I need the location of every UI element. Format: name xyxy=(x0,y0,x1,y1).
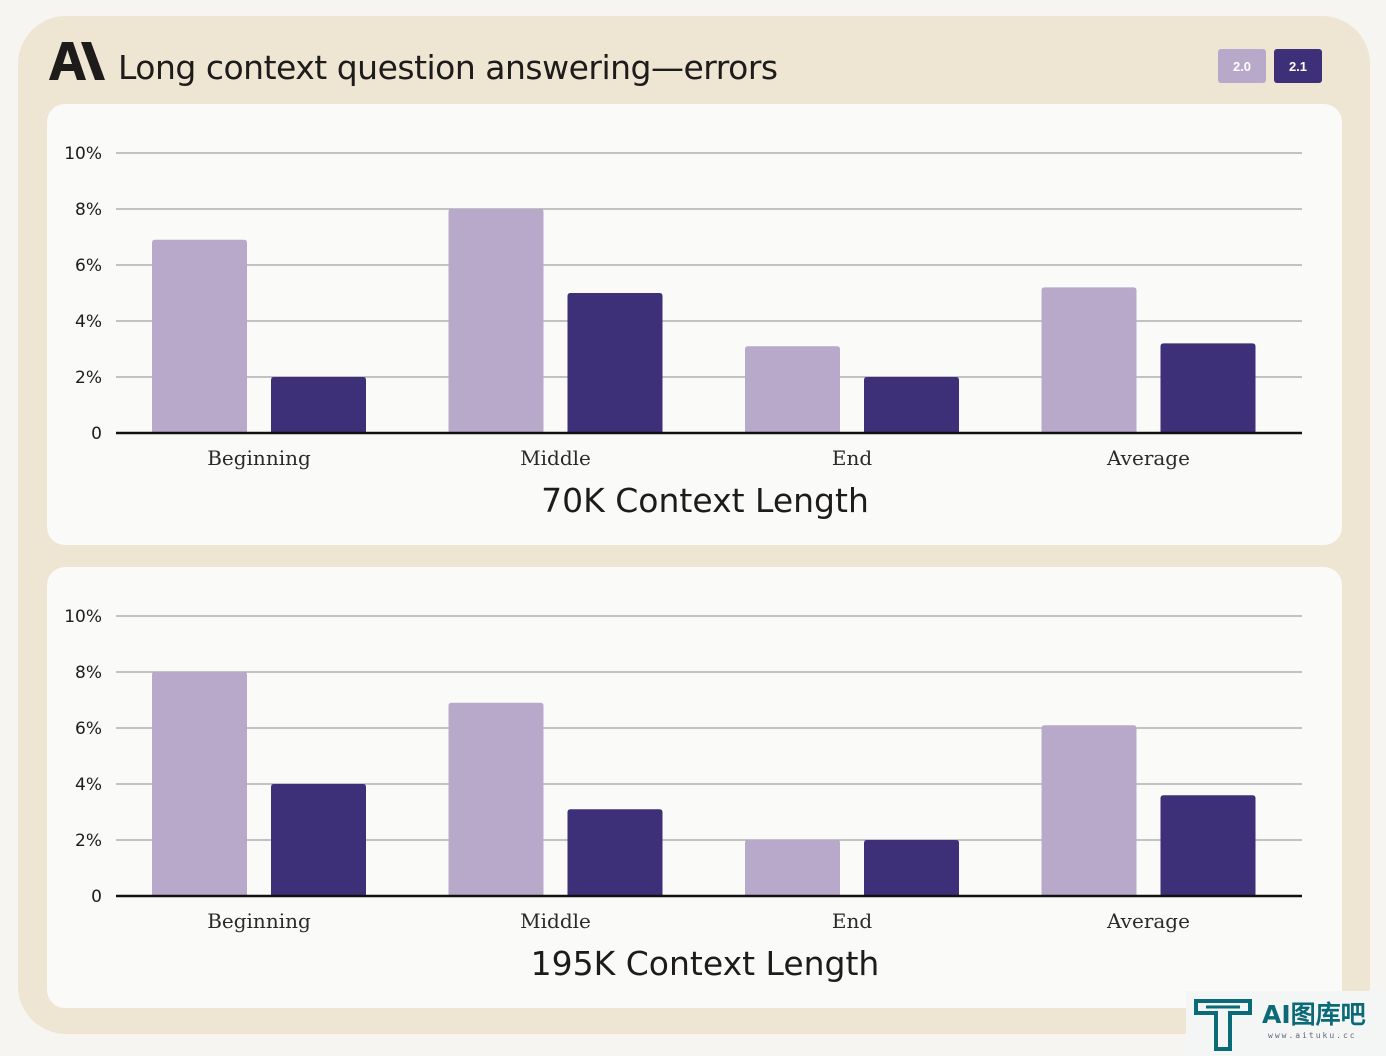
bar-end-2-1[interactable] xyxy=(864,377,959,433)
x-tick-label: Middle xyxy=(520,446,591,470)
aituku-logo-icon xyxy=(1194,999,1252,1051)
bar-beginning-2-1[interactable] xyxy=(271,784,366,896)
anthropic-logo-icon xyxy=(49,42,105,80)
bar-average-2-0[interactable] xyxy=(1041,287,1137,433)
chart-title: 195K Context Length xyxy=(531,944,880,983)
y-tick-label: 8% xyxy=(75,663,102,683)
chart-card-70k: 0 2% 4% 6% 8% 10% Beginning Middle End Average 70K… xyxy=(47,104,1342,545)
watermark: AI图库吧 www.aituku.cc xyxy=(1186,991,1386,1056)
y-tick-label: 2% xyxy=(75,368,102,388)
x-tick-label: Middle xyxy=(520,909,591,933)
x-tick-label: Beginning xyxy=(207,446,311,470)
y-tick-label: 4% xyxy=(75,775,102,795)
legend: 2.0 2.1 xyxy=(1218,49,1322,83)
y-tick-label: 0 xyxy=(91,887,102,907)
bar-average-2-1[interactable] xyxy=(1160,343,1256,433)
bar-end-2-0[interactable] xyxy=(745,840,840,896)
bar-middle-2-1[interactable] xyxy=(567,293,663,433)
bar-beginning-2-0[interactable] xyxy=(152,239,247,433)
legend-chip-2-1[interactable]: 2.1 xyxy=(1274,49,1322,83)
bar-end-2-0[interactable] xyxy=(745,346,840,433)
bar-average-2-0[interactable] xyxy=(1041,725,1137,896)
bar-average-2-1[interactable] xyxy=(1160,795,1256,896)
x-tick-label: Beginning xyxy=(207,909,311,933)
bar-middle-2-0[interactable] xyxy=(448,702,544,896)
x-tick-label: Average xyxy=(1106,909,1190,933)
legend-chip-2-0[interactable]: 2.0 xyxy=(1218,49,1266,83)
watermark-url: www.aituku.cc xyxy=(1268,1031,1357,1040)
chart-70k: 0 2% 4% 6% 8% 10% Beginning Middle End Average 70K… xyxy=(64,144,1302,520)
y-tick-label: 0 xyxy=(91,424,102,444)
page-title: Long context question answering—errors xyxy=(118,48,778,87)
y-tick-label: 10% xyxy=(64,144,102,164)
bar-beginning-2-0[interactable] xyxy=(152,672,247,896)
y-tick-label: 4% xyxy=(75,312,102,332)
x-tick-label: End xyxy=(832,909,872,933)
x-tick-label: End xyxy=(832,446,872,470)
bar-middle-2-1[interactable] xyxy=(567,809,663,896)
chart-title: 70K Context Length xyxy=(541,481,869,520)
x-tick-label: Average xyxy=(1106,446,1190,470)
bar-end-2-1[interactable] xyxy=(864,840,959,896)
bar-beginning-2-1[interactable] xyxy=(271,377,366,433)
bar-middle-2-0[interactable] xyxy=(448,209,544,433)
y-tick-label: 10% xyxy=(64,607,102,627)
y-tick-label: 2% xyxy=(75,831,102,851)
y-tick-label: 6% xyxy=(75,256,102,276)
y-tick-label: 6% xyxy=(75,719,102,739)
chart-195k: 0 2% 4% 6% 8% 10% Beginning Middle End Average 195… xyxy=(64,607,1302,983)
y-tick-label: 8% xyxy=(75,200,102,220)
watermark-text: AI图库吧 xyxy=(1262,1000,1366,1029)
chart-card-195k: 0 2% 4% 6% 8% 10% Beginning Middle End Average 195… xyxy=(47,567,1342,1008)
